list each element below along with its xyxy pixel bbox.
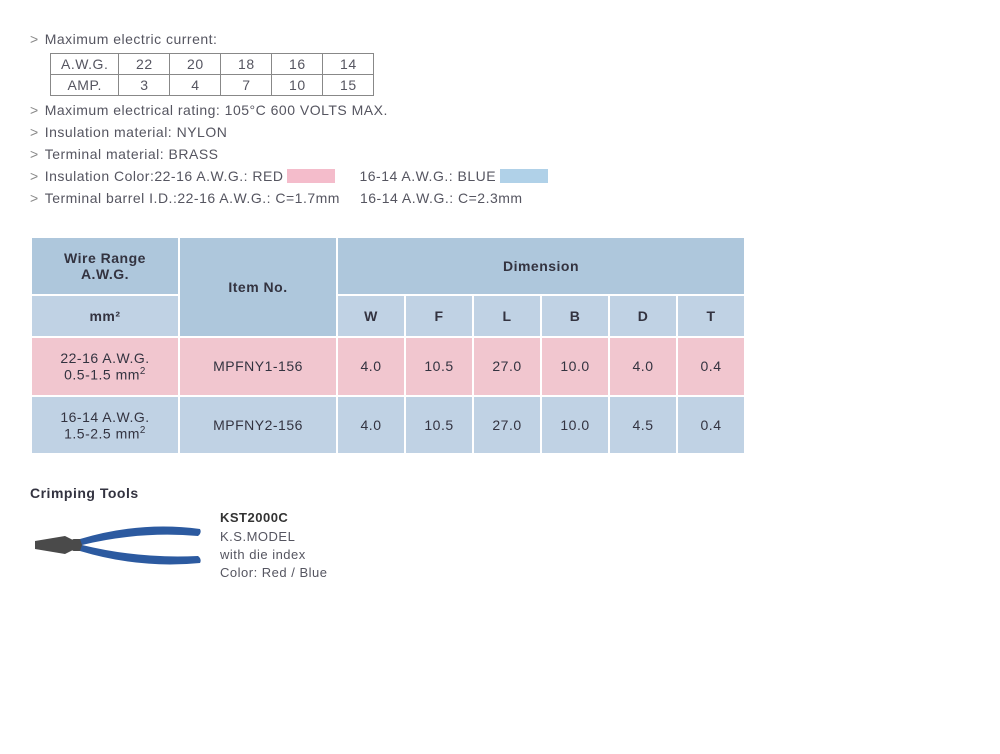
table-header-row: Wire Range A.W.G. Item No. Dimension — [31, 237, 745, 295]
cell-label: A.W.G. — [51, 54, 119, 75]
cell: 4 — [170, 75, 221, 96]
spec-terminal-material: > Terminal material: BRASS — [30, 146, 970, 162]
cell-label: AMP. — [51, 75, 119, 96]
cell-item-no: MPFNY1-156 — [179, 337, 337, 396]
spec-max-current: > Maximum electric current: — [30, 31, 970, 47]
spec-insulation-color: > Insulation Color: 22-16 A.W.G.: RED 16… — [30, 168, 970, 184]
spec-text: 22-16 A.W.G.: C=1.7mm — [177, 190, 340, 206]
tools-title: Crimping Tools — [30, 485, 970, 501]
tool-line: Color: Red / Blue — [220, 564, 328, 582]
tool-line: with die index — [220, 546, 328, 564]
cell: 15 — [323, 75, 374, 96]
spec-label: Terminal barrel I.D.: — [45, 190, 178, 206]
cell: 0.4 — [677, 396, 745, 455]
crimping-tool-icon — [30, 511, 210, 581]
cell: 10.0 — [541, 337, 609, 396]
spec-text: Maximum electrical rating: 105°C 600 VOL… — [45, 102, 388, 118]
cell: 10.5 — [405, 396, 473, 455]
spec-text: 22-16 A.W.G.: RED — [154, 168, 283, 184]
tool-row: KST2000C K.S.MODEL with die index Color:… — [30, 509, 970, 582]
cell: 3 — [119, 75, 170, 96]
col-d: D — [609, 295, 677, 337]
cell: 18 — [221, 54, 272, 75]
cell-wire-range: 22-16 A.W.G.0.5-1.5 mm2 — [31, 337, 179, 396]
cell: 20 — [170, 54, 221, 75]
col-item-no: Item No. — [179, 237, 337, 337]
col-wire-range: Wire Range A.W.G. — [31, 237, 179, 295]
col-f: F — [405, 295, 473, 337]
table-row: A.W.G. 22 20 18 16 14 — [51, 54, 374, 75]
spec-text: Insulation material: NYLON — [45, 124, 228, 140]
bullet-icon: > — [30, 102, 39, 118]
spec-insulation-material: > Insulation material: NYLON — [30, 124, 970, 140]
bullet-icon: > — [30, 190, 39, 206]
bullet-icon: > — [30, 124, 39, 140]
spec-label: Insulation Color: — [45, 168, 155, 184]
table-row: 22-16 A.W.G.0.5-1.5 mm2MPFNY1-1564.010.5… — [31, 337, 745, 396]
cell: 4.0 — [337, 396, 405, 455]
col-w: W — [337, 295, 405, 337]
col-t: T — [677, 295, 745, 337]
col-l: L — [473, 295, 541, 337]
dimension-table: Wire Range A.W.G. Item No. Dimension mm²… — [30, 236, 746, 455]
tool-line: K.S.MODEL — [220, 528, 328, 546]
table-row: 16-14 A.W.G.1.5-2.5 mm2MPFNY2-1564.010.5… — [31, 396, 745, 455]
col-dimension: Dimension — [337, 237, 745, 295]
cell-item-no: MPFNY2-156 — [179, 396, 337, 455]
spec-barrel-id: > Terminal barrel I.D.: 22-16 A.W.G.: C=… — [30, 190, 970, 206]
crimping-tools-section: Crimping Tools KST2000C K.S.MODEL with d… — [30, 485, 970, 582]
spec-text: 16-14 A.W.G.: BLUE — [359, 168, 496, 184]
bullet-icon: > — [30, 31, 39, 47]
tool-model: KST2000C — [220, 509, 328, 527]
cell: 4.5 — [609, 396, 677, 455]
bullet-icon: > — [30, 168, 39, 184]
cell: 27.0 — [473, 396, 541, 455]
spec-rating: > Maximum electrical rating: 105°C 600 V… — [30, 102, 970, 118]
table-subheader-row: mm² W F L B D T — [31, 295, 745, 337]
cell-wire-range: 16-14 A.W.G.1.5-2.5 mm2 — [31, 396, 179, 455]
cell: 14 — [323, 54, 374, 75]
cell: 10.5 — [405, 337, 473, 396]
cell: 7 — [221, 75, 272, 96]
cell: 0.4 — [677, 337, 745, 396]
cell: 4.0 — [337, 337, 405, 396]
color-swatch-red — [287, 169, 335, 183]
cell: 4.0 — [609, 337, 677, 396]
cell: 16 — [272, 54, 323, 75]
table-row: AMP. 3 4 7 10 15 — [51, 75, 374, 96]
current-table: A.W.G. 22 20 18 16 14 AMP. 3 4 7 10 15 — [50, 53, 374, 96]
cell: 27.0 — [473, 337, 541, 396]
spec-text: Terminal material: BRASS — [45, 146, 219, 162]
spec-text: 16-14 A.W.G.: C=2.3mm — [360, 190, 523, 206]
spec-label: Maximum electric current: — [45, 31, 218, 47]
bullet-icon: > — [30, 146, 39, 162]
col-mm2: mm² — [31, 295, 179, 337]
cell: 22 — [119, 54, 170, 75]
color-swatch-blue — [500, 169, 548, 183]
tool-text: KST2000C K.S.MODEL with die index Color:… — [220, 509, 328, 582]
cell: 10 — [272, 75, 323, 96]
cell: 10.0 — [541, 396, 609, 455]
col-b: B — [541, 295, 609, 337]
